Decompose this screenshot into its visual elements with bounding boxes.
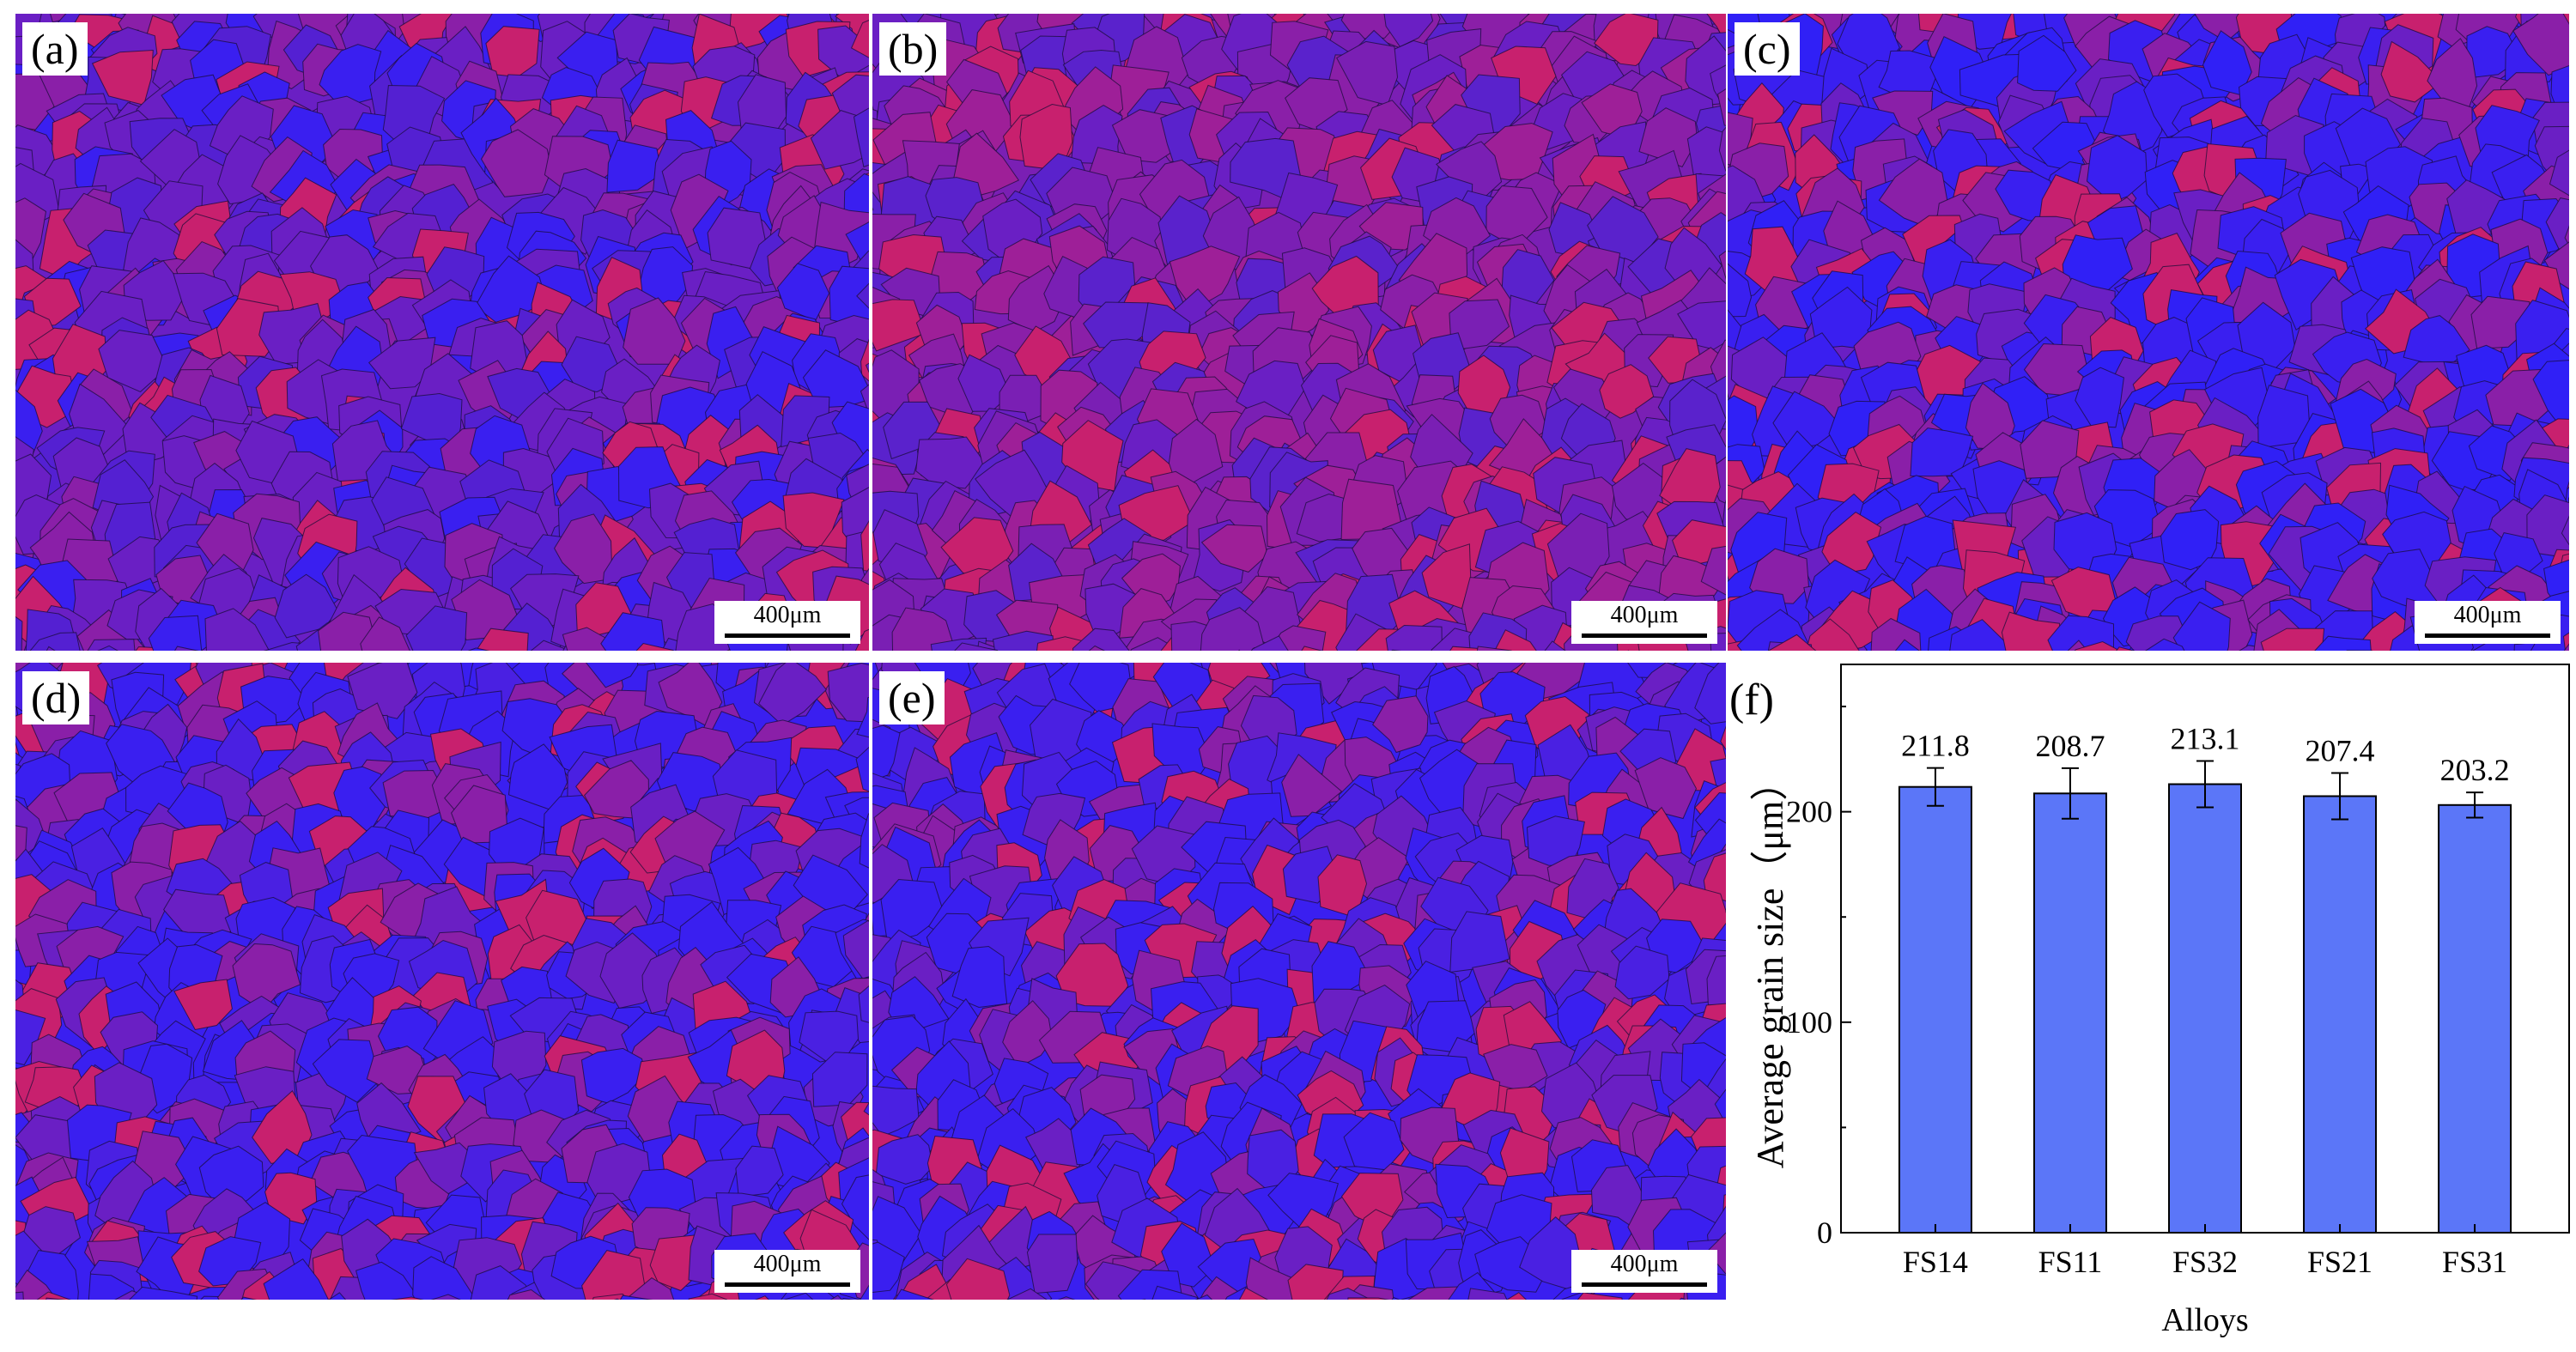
data-label: 207.4	[2306, 734, 2375, 768]
scale-bar-line	[725, 634, 850, 638]
scale-bar-box: 400μm	[714, 1250, 860, 1293]
x-tick-label: FS31	[2442, 1245, 2507, 1279]
scale-bar-line	[1582, 634, 1707, 638]
chart-panel-label: (f)	[1729, 676, 1774, 725]
panel-label: (d)	[22, 671, 89, 725]
scale-bar-box: 400μm	[714, 601, 860, 644]
scale-bar-label: 400μm	[2415, 601, 2561, 628]
y-axis-title: Average grain size（μm）	[1749, 763, 1791, 1168]
x-tick-label: FS11	[2038, 1245, 2103, 1279]
scale-bar-label: 400μm	[714, 601, 860, 628]
grain-map	[15, 14, 869, 651]
bar	[2304, 796, 2376, 1233]
grain-map	[872, 663, 1726, 1300]
panel-label: (e)	[879, 671, 945, 725]
scale-bar-label: 400μm	[1571, 601, 1717, 628]
data-label: 211.8	[1901, 729, 1970, 763]
micrograph-panel-a: (a) 400μm	[15, 14, 869, 651]
grain-map	[872, 14, 1726, 651]
data-label: 213.1	[2171, 722, 2240, 756]
bar	[2439, 805, 2511, 1233]
scale-bar-box: 400μm	[1571, 601, 1717, 644]
micrograph-panel-d: (d) 400μm	[15, 663, 869, 1300]
panel-label: (a)	[22, 22, 88, 76]
micrograph-panel-b: (b) 400μm	[872, 14, 1726, 651]
bar	[2034, 793, 2106, 1233]
data-label: 208.7	[2035, 729, 2105, 763]
y-tick-label: 0	[1817, 1216, 1832, 1250]
scale-bar-box: 400μm	[1571, 1250, 1717, 1293]
x-tick-label: FS21	[2307, 1245, 2372, 1279]
panel-label: (c)	[1735, 22, 1800, 76]
data-label: 203.2	[2440, 753, 2510, 787]
panel-label: (b)	[879, 22, 946, 76]
bar-chart-panel: (f) 0 100 200 211.8 FS14 208.7 FS11 213.1 FS32 20…	[1728, 663, 2576, 1348]
bar-chart: (f) 0 100 200 211.8 FS14 208.7 FS11 213.1 FS32 20…	[1728, 663, 2576, 1348]
scale-bar-box: 400μm	[2415, 601, 2561, 644]
x-tick-label: FS14	[1903, 1245, 1968, 1279]
scale-bar-line	[1582, 1282, 1707, 1287]
scale-bar-label: 400μm	[714, 1250, 860, 1277]
bar	[1899, 787, 1971, 1233]
y-tick-label: 100	[1786, 1005, 1832, 1040]
x-tick-label: FS32	[2172, 1245, 2238, 1279]
scale-bar-label: 400μm	[1571, 1250, 1717, 1277]
micrograph-panel-e: (e) 400μm	[872, 663, 1726, 1300]
scale-bar-line	[2425, 634, 2550, 638]
y-tick-label: 200	[1786, 795, 1832, 829]
grain-map	[1728, 14, 2569, 651]
scale-bar-line	[725, 1282, 850, 1287]
bar	[2169, 785, 2241, 1233]
micrograph-panel-c: (c) 400μm	[1728, 14, 2569, 651]
grain-map	[15, 663, 869, 1300]
x-axis-title: Alloys	[2161, 1302, 2248, 1338]
